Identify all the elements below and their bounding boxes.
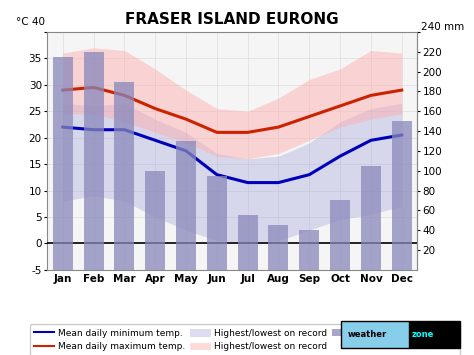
Bar [114,82,135,270]
Text: weather: weather [347,330,386,339]
Bar [83,52,104,270]
Bar [145,171,165,270]
Bar [176,141,196,270]
Text: zone: zone [411,330,434,339]
Text: 240 mm: 240 mm [421,22,464,32]
FancyBboxPatch shape [341,321,460,348]
FancyBboxPatch shape [341,321,409,348]
Bar [207,176,227,270]
Bar [53,57,73,270]
Text: °C 40: °C 40 [16,17,45,27]
Bar [237,215,258,270]
Bar [299,230,319,270]
Bar [330,201,350,270]
Bar [361,166,381,270]
Bar [268,225,289,270]
Bar [392,121,412,270]
Legend: Mean daily minimum temp., Mean daily maximum temp., Highest/lowest on record, Hi: Mean daily minimum temp., Mean daily max… [30,324,460,355]
Title: FRASER ISLAND EURONG: FRASER ISLAND EURONG [126,12,339,27]
